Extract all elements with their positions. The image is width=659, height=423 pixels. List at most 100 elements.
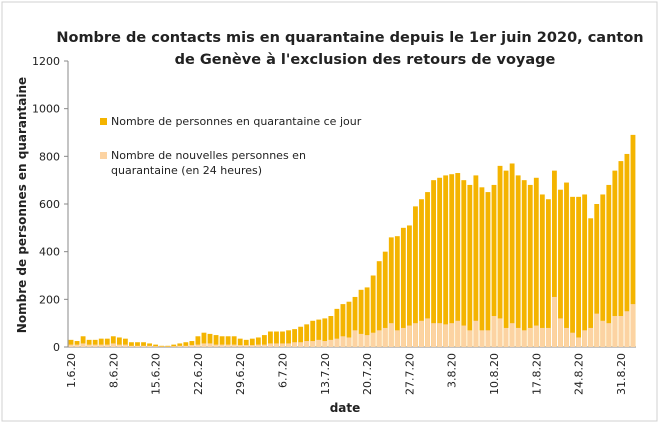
chart-title: de Genève à l'exclusion des retours de v… (175, 52, 556, 68)
bar (237, 345, 243, 347)
x-tick-label: 8.6.20 (107, 353, 120, 388)
bar (497, 165, 503, 347)
y-axis-label: Nombre de personnes en quarantaine (15, 77, 29, 333)
bar (280, 331, 285, 347)
bar (588, 218, 594, 347)
bar (68, 344, 74, 347)
bar (80, 343, 86, 347)
bar (122, 344, 128, 347)
bar (539, 327, 545, 347)
bar (68, 339, 74, 347)
bar (533, 325, 539, 347)
bar (618, 161, 624, 347)
bar (86, 339, 92, 347)
bar (213, 335, 219, 347)
bar (527, 184, 533, 347)
bar (183, 342, 189, 347)
legend-swatch (100, 152, 107, 159)
bar (358, 333, 364, 347)
x-tick-label: 20.7.20 (361, 353, 374, 395)
bar (419, 320, 424, 347)
bar (509, 323, 515, 347)
bar (334, 308, 340, 347)
bar (261, 344, 267, 347)
bar (116, 337, 122, 347)
bar (74, 341, 80, 347)
bar (606, 323, 612, 347)
bar (370, 275, 376, 347)
bar (364, 335, 370, 347)
x-tick-label: 22.6.20 (192, 353, 205, 395)
bar (576, 337, 582, 347)
bar (413, 323, 418, 347)
bar (473, 175, 479, 347)
bar (129, 342, 134, 347)
bar (304, 341, 310, 347)
y-tick-label: 1200 (32, 55, 60, 68)
y-tick-label: 800 (39, 150, 60, 163)
bar (153, 344, 159, 347)
x-tick-label: 29.6.20 (234, 353, 247, 395)
bar (213, 344, 219, 347)
y-tick-label: 200 (39, 293, 60, 306)
x-tick-label: 10.8.20 (488, 353, 501, 395)
bar (413, 206, 418, 347)
bar (237, 338, 243, 347)
bar (274, 343, 279, 347)
bar (485, 330, 491, 347)
y-tick-label: 600 (39, 198, 60, 211)
bar (406, 225, 412, 347)
bar (600, 320, 606, 347)
bar (570, 332, 575, 347)
bar (388, 323, 394, 347)
bar (503, 327, 509, 347)
bar (340, 304, 346, 347)
bar (74, 344, 80, 347)
bar (570, 196, 575, 347)
x-tick-label: 31.8.20 (615, 353, 628, 395)
legend-label: Nombre de nouvelles personnes en quarant… (111, 149, 306, 177)
bar (255, 344, 261, 347)
bar (485, 192, 491, 347)
bar (268, 331, 273, 347)
bar (110, 343, 116, 347)
bar (171, 346, 177, 347)
bar (479, 187, 485, 347)
bar (606, 184, 612, 347)
bar (545, 199, 551, 347)
bar (564, 182, 569, 347)
bar (618, 316, 624, 347)
bar (207, 343, 213, 347)
bar (346, 301, 352, 347)
bar (122, 338, 128, 347)
bar (503, 170, 509, 347)
bar (189, 341, 195, 347)
bar (141, 345, 146, 347)
bar (515, 175, 521, 347)
x-tick-label: 13.7.20 (319, 353, 332, 395)
bar (129, 345, 134, 347)
bar (564, 327, 569, 347)
x-tick-label: 1.6.20 (65, 353, 78, 388)
bar (376, 330, 382, 347)
bar (582, 330, 588, 347)
bar (455, 173, 461, 347)
bar (116, 344, 122, 347)
bar (310, 341, 316, 347)
bar (400, 227, 406, 347)
bar (521, 180, 527, 347)
bar (509, 163, 515, 347)
bar (370, 332, 376, 347)
bar (346, 337, 352, 347)
bar (110, 336, 116, 347)
bar (437, 323, 443, 347)
bar (153, 346, 159, 347)
bar (165, 345, 171, 347)
bar (298, 342, 304, 347)
y-tick-label: 1000 (32, 103, 60, 116)
bar (280, 343, 285, 347)
bar (80, 336, 86, 347)
bar (98, 338, 104, 347)
